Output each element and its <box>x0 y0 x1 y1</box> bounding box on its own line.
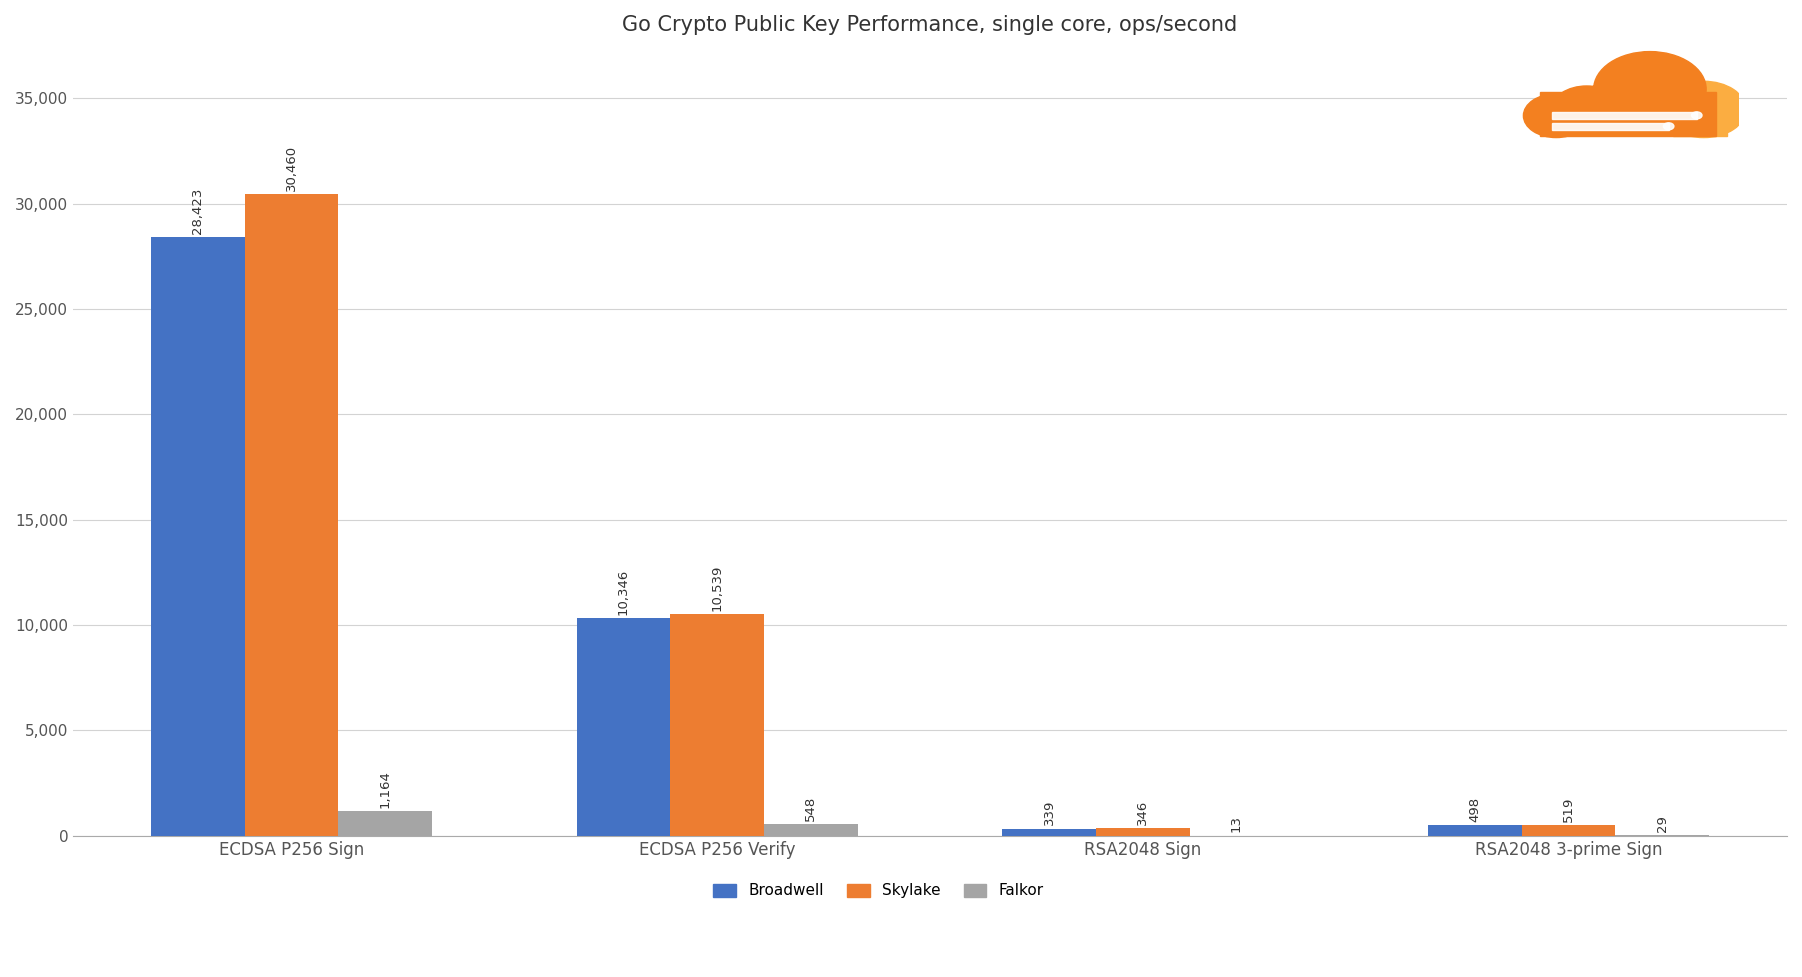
Circle shape <box>1661 81 1746 138</box>
Legend: Broadwell, Skylake, Falkor: Broadwell, Skylake, Falkor <box>706 875 1051 906</box>
Text: 10,539: 10,539 <box>710 564 724 611</box>
Bar <box>1552 123 1669 130</box>
Bar <box>1521 825 1615 835</box>
Circle shape <box>1523 94 1589 138</box>
Bar <box>1429 826 1521 835</box>
Bar <box>339 811 432 835</box>
Title: Go Crypto Public Key Performance, single core, ops/second: Go Crypto Public Key Performance, single… <box>622 15 1238 35</box>
Text: 1,164: 1,164 <box>378 770 391 808</box>
Bar <box>245 193 339 835</box>
Text: 346: 346 <box>1137 800 1150 826</box>
Bar <box>670 614 764 835</box>
Circle shape <box>1582 78 1661 131</box>
Circle shape <box>1692 111 1703 119</box>
Text: 28,423: 28,423 <box>191 188 204 234</box>
Bar <box>1552 111 1697 119</box>
Text: 519: 519 <box>1562 796 1575 822</box>
Bar <box>577 617 670 835</box>
Bar <box>1096 828 1189 835</box>
Text: 339: 339 <box>1043 800 1056 826</box>
Text: 498: 498 <box>1469 797 1481 822</box>
Text: 10,346: 10,346 <box>616 569 631 615</box>
Text: 29: 29 <box>1656 815 1669 832</box>
Bar <box>1002 828 1096 835</box>
Text: 30,460: 30,460 <box>285 145 297 191</box>
Bar <box>1674 105 1726 136</box>
Circle shape <box>1593 52 1706 127</box>
Circle shape <box>1552 86 1622 133</box>
Text: 548: 548 <box>804 796 818 821</box>
Bar <box>764 825 858 835</box>
Bar <box>1539 92 1716 136</box>
Text: 13: 13 <box>1231 816 1243 832</box>
Circle shape <box>1663 123 1674 130</box>
Bar <box>151 236 245 835</box>
